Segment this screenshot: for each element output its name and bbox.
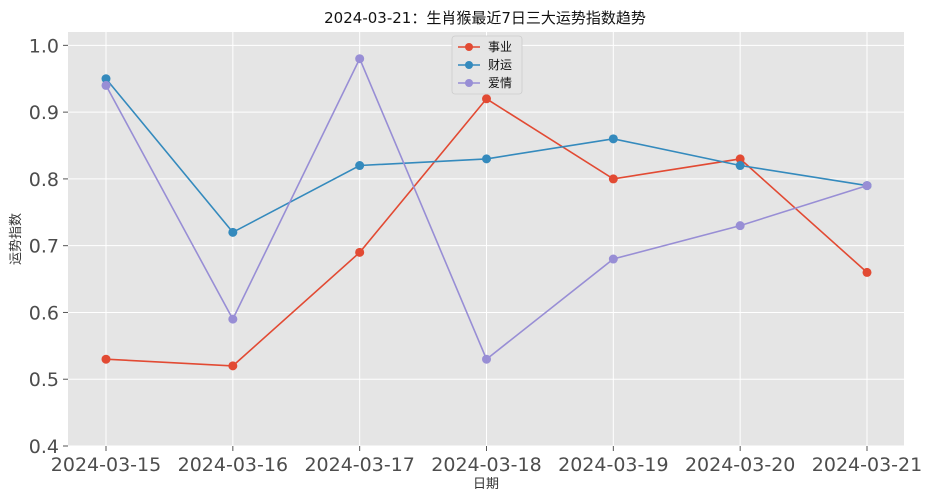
data-point xyxy=(101,354,111,364)
legend-marker xyxy=(465,43,473,51)
y-tick-label: 0.9 xyxy=(29,102,59,124)
series-事业 xyxy=(101,94,872,371)
y-tick-label: 0.6 xyxy=(29,302,59,324)
chart-title: 2024-03-21：生肖猴最近7日三大运势指数趋势 xyxy=(324,9,646,27)
grid xyxy=(68,32,904,447)
data-point xyxy=(862,181,872,191)
data-point xyxy=(862,267,872,277)
data-point xyxy=(735,221,745,231)
data-point xyxy=(355,247,365,257)
x-axis: 2024-03-15 2024-03-16 2024-03-17 2024-03-18… xyxy=(51,446,922,476)
y-axis-label: 运势指数 xyxy=(8,213,24,265)
legend-marker xyxy=(465,79,473,87)
data-point xyxy=(228,314,238,324)
legend-label: 财运 xyxy=(488,58,512,72)
series-财运 xyxy=(101,74,872,237)
x-tick-label: 2024-03-21 xyxy=(812,454,922,476)
x-tick-label: 2024-03-19 xyxy=(558,454,668,476)
data-point xyxy=(101,80,111,90)
data-point xyxy=(482,154,491,164)
data-point xyxy=(355,54,365,64)
x-axis-label: 日期 xyxy=(473,477,499,492)
data-point xyxy=(735,154,745,164)
y-tick-label: 0.4 xyxy=(29,436,59,458)
data-point xyxy=(608,174,618,184)
x-tick-label: 2024-03-20 xyxy=(685,454,795,476)
series-layer xyxy=(101,54,872,371)
legend-label: 爱情 xyxy=(488,76,512,90)
data-point xyxy=(101,74,111,84)
y-tick-label: 1.0 xyxy=(29,35,59,57)
legend-label: 事业 xyxy=(488,40,512,54)
x-tick-label: 2024-03-18 xyxy=(431,454,541,476)
data-point xyxy=(608,254,618,264)
y-tick-label: 0.8 xyxy=(29,169,59,191)
y-axis: 0.4 0.5 0.6 0.7 0.8 0.9 1.0 xyxy=(29,35,68,458)
x-tick-label: 2024-03-16 xyxy=(178,454,288,476)
data-point xyxy=(228,361,238,371)
x-tick-label: 2024-03-17 xyxy=(304,454,414,476)
y-tick-label: 0.5 xyxy=(29,369,59,391)
data-point xyxy=(482,94,491,104)
series-爱情 xyxy=(101,54,872,364)
x-tick-label: 2024-03-15 xyxy=(51,454,161,476)
y-tick-label: 0.7 xyxy=(29,236,59,258)
data-point xyxy=(608,134,618,144)
data-point xyxy=(735,161,745,171)
data-point xyxy=(355,161,365,171)
legend-marker xyxy=(465,61,473,69)
data-point xyxy=(228,227,238,237)
data-point xyxy=(482,354,491,364)
